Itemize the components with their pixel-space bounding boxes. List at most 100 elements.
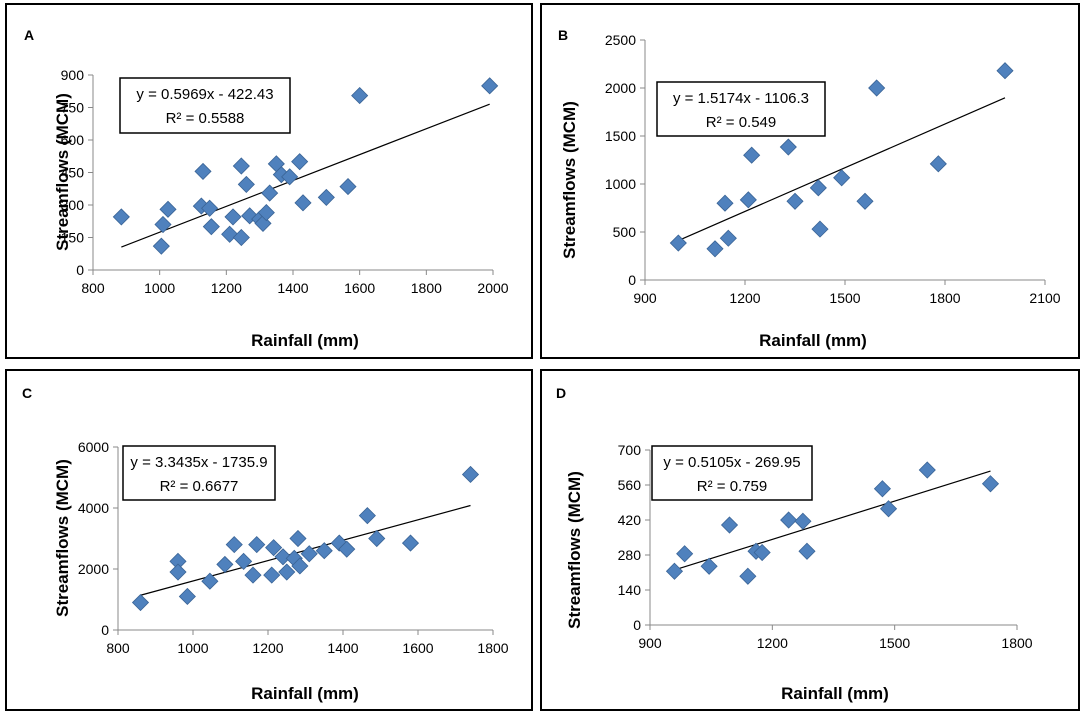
- panel-a-plot: 800 1000 1200 1400 1600 1800 2000 0 150 300 450 600…: [61, 67, 509, 296]
- panel-b-equation-frame: [656, 81, 826, 137]
- panel-b-data-point: [811, 220, 829, 238]
- panel-b-x-tick-label: 1800: [929, 290, 960, 306]
- panel-c-data-point: [291, 557, 309, 575]
- panel-a-ylabel: Streamflows (MCM): [53, 93, 72, 251]
- panel-a-data-point: [481, 77, 499, 95]
- panel-a-data-point: [237, 175, 255, 193]
- panel-b-data-point: [868, 79, 886, 97]
- panel-d-data-point: [780, 511, 798, 529]
- panel-c-data-point: [244, 566, 262, 584]
- panel-c-x-tick-label: 1400: [327, 640, 358, 656]
- panel-d-data-point: [700, 557, 718, 575]
- panel-c-frame: [5, 369, 533, 711]
- panel-a-y-tick-label: 150: [61, 230, 85, 246]
- panel-d-x-tick-label: 900: [638, 635, 662, 651]
- panel-a-data-point: [152, 237, 170, 255]
- panel-a-y-tick-label: 900: [61, 67, 85, 83]
- panel-c-data-point: [225, 536, 243, 554]
- panel-d-x-tick-label: 1200: [757, 635, 788, 651]
- panel-a-data-point: [202, 218, 220, 236]
- panel-b-y-tick-label: 2500: [605, 32, 636, 48]
- panel-c-data-point: [278, 563, 296, 581]
- panel-b-letter: B: [558, 27, 568, 43]
- panel-b-y-tick-label: 500: [613, 224, 637, 240]
- panel-a-x-tick-label: 1200: [211, 280, 242, 296]
- panel-d-letter: D: [556, 385, 566, 401]
- panel-c-y-tick-label: 6000: [78, 439, 109, 455]
- panel-a-equation-frame: [119, 77, 291, 134]
- panel-b-x-tick-label: 2100: [1029, 290, 1060, 306]
- panel-c-x-tick-label: 1600: [402, 640, 433, 656]
- panel-a-data-point: [154, 215, 172, 234]
- panel-d-data-point: [918, 461, 936, 479]
- panel-a-data-point: [224, 208, 242, 226]
- panel-d-equation: y = 0.5105x - 269.95: [663, 454, 800, 471]
- panel-b: B 900 1200 1500 1800 2100 0 500 1000 1500 2000 250…: [540, 3, 1080, 359]
- panel-c-data-point: [338, 540, 356, 558]
- panel-c-data-point: [315, 542, 333, 560]
- panel-a-r2: R² = 0.5588: [166, 110, 245, 127]
- panel-d-r2: R² = 0.759: [697, 478, 767, 495]
- panel-d-data-point: [873, 480, 891, 498]
- panel-a-data-point: [257, 204, 275, 222]
- panel-c-data-point: [368, 529, 386, 548]
- panel-b-data-point: [719, 229, 737, 247]
- panel-a-trendline: [121, 103, 490, 248]
- panel-c-y-tick-label: 4000: [78, 500, 109, 516]
- panel-c-x-tick-label: 800: [106, 640, 130, 656]
- panel-d-ylabel: Streamflows (MCM): [565, 471, 584, 629]
- panel-c-data-point: [131, 593, 150, 612]
- panel-d-data-point: [879, 500, 898, 518]
- panel-d-data-point: [753, 543, 771, 562]
- panel-d-xlabel: Rainfall (mm): [781, 684, 889, 703]
- panel-b-data-point: [833, 169, 851, 187]
- panel-d-y-tick-label: 420: [618, 512, 642, 528]
- panel-b-data-point: [743, 146, 761, 164]
- panel-b-trendline: [678, 97, 1006, 242]
- panel-c-r2: R² = 0.6677: [160, 478, 239, 495]
- panel-b-x-tick-label: 900: [633, 290, 657, 306]
- panel-a-data-point: [291, 153, 309, 171]
- panel-c-data-point: [461, 465, 480, 484]
- panel-c-data-point: [358, 507, 376, 525]
- panel-a-data-point: [261, 184, 279, 202]
- panel-c-plot: 800 1000 1200 1400 1600 1800 0 2000 4000 6000: [78, 439, 509, 656]
- panel-d-y-tick-label: 140: [618, 582, 642, 598]
- panel-a-y-tick-label: 0: [76, 262, 84, 278]
- panel-c-data-point: [169, 563, 187, 581]
- panel-a-data-point: [232, 157, 250, 175]
- panel-b-equation-box: y = 1.5174x - 1106.3 R² = 0.549: [656, 81, 826, 137]
- panel-a-x-tick-label: 1800: [411, 280, 442, 296]
- panel-a-data-point: [351, 87, 369, 105]
- panel-d-data-point: [794, 512, 812, 530]
- panel-b-xlabel: Rainfall (mm): [759, 331, 867, 350]
- panel-c-ylabel: Streamflows (MCM): [53, 459, 72, 617]
- panel-a-frame: [5, 3, 533, 359]
- panel-c-data-point: [289, 529, 307, 548]
- panel-a-letter: A: [24, 27, 34, 43]
- panel-c: C 800 1000 1200 1400 1600 1800 0 2000 4000 6000 R…: [5, 369, 533, 711]
- panel-a-data-point: [232, 228, 250, 247]
- panel-a-x-tick-label: 800: [81, 280, 105, 296]
- panel-a-data-point: [281, 168, 299, 186]
- panel-d-frame: [540, 369, 1080, 711]
- panel-c-data-point: [201, 572, 219, 590]
- panel-c-data-point: [216, 555, 234, 573]
- panel-a-equation: y = 0.5969x - 422.43: [136, 86, 273, 103]
- panel-b-data-point: [856, 192, 874, 210]
- panel-c-y-tick-label: 0: [101, 622, 109, 638]
- panel-b-x-tick-label: 1500: [829, 290, 860, 306]
- panel-b-data-point: [716, 194, 734, 212]
- panel-c-x-tick-label: 1000: [177, 640, 208, 656]
- panel-b-data-point: [779, 138, 797, 156]
- panel-b-ylabel: Streamflows (MCM): [560, 101, 579, 259]
- panel-d-data-point: [665, 562, 684, 580]
- panel-b-y-tick-label: 1000: [605, 176, 636, 192]
- panel-b-r2: R² = 0.549: [706, 114, 776, 131]
- panel-c-data-point: [300, 545, 318, 563]
- panel-b-data-point: [706, 240, 724, 258]
- panel-a-x-tick-label: 1400: [277, 280, 308, 296]
- panel-a-y-tick-label: 600: [61, 132, 85, 148]
- panel-a-y-tick-label: 750: [61, 100, 85, 116]
